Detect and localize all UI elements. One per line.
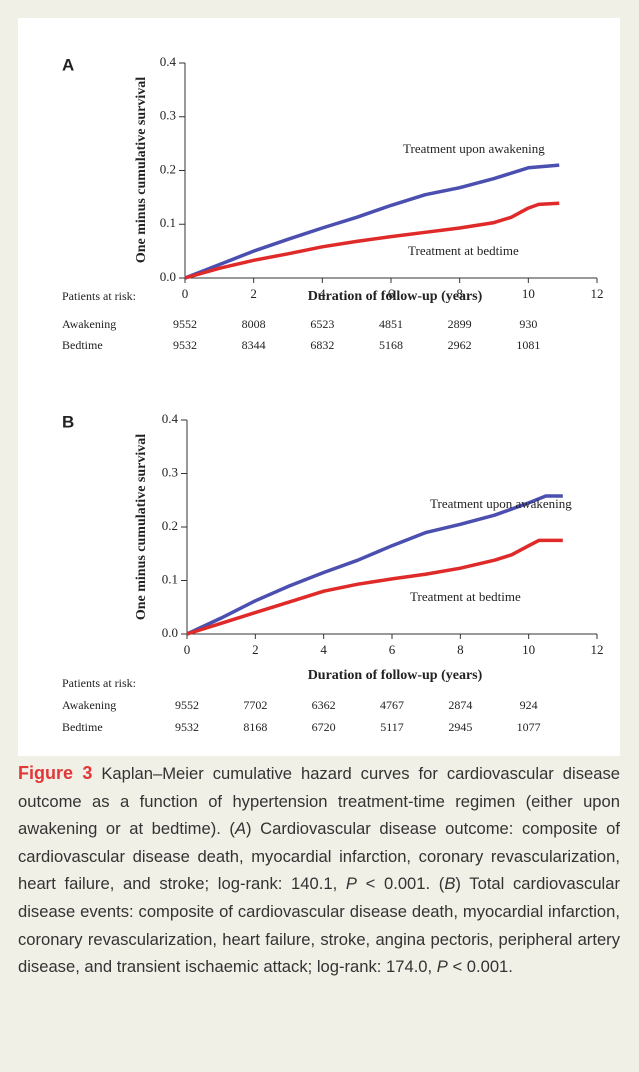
figure-panel [18,18,620,756]
risk-row-label: Bedtime [62,720,103,734]
y-axis-label: One minus cumulative survival [134,434,149,620]
x-tick-label: 8 [456,286,463,301]
series-label: Treatment upon awakening [430,496,572,511]
risk-count: 5117 [380,720,404,734]
y-tick-label: 0.1 [162,571,178,586]
x-tick-label: 2 [250,286,257,301]
series-line [184,163,560,280]
risk-row-label: Awakening [62,317,116,331]
x-tick-label: 12 [591,286,604,301]
series-line [186,494,563,636]
caption-text: B [444,874,456,894]
y-tick-label: 0.3 [162,464,178,479]
y-axis-label: One minus cumulative survival [134,77,149,263]
caption-text: ) Total cardiovascular disease events: c… [18,874,620,977]
x-axis-label: Duration of follow-up (years) [308,668,483,683]
y-tick-label: 0.1 [160,215,176,230]
caption-text: P [436,957,448,977]
x-tick-label: 6 [389,642,396,657]
risk-count: 8344 [242,338,266,352]
x-axis-label: Duration of follow-up (years) [308,289,483,304]
risk-row-label: Bedtime [62,338,103,352]
risk-table-title: Patients at risk: [62,289,136,303]
x-tick-label: 8 [457,642,464,657]
risk-table-title: Patients at risk: [62,676,136,690]
risk-count: 9532 [173,338,197,352]
panel-label: B [62,412,74,431]
caption-text: P [345,874,357,894]
series-label: Treatment at bedtime [408,243,519,258]
charts: A One minus cumulative survival Duration o… [62,54,604,734]
x-tick-label: 10 [522,642,535,657]
risk-count: 5168 [379,338,403,352]
risk-count: 2945 [448,720,472,734]
x-tick-label: 10 [522,286,535,301]
x-tick-label: 12 [591,642,604,657]
risk-count: 2874 [448,698,472,712]
risk-count: 924 [520,698,538,712]
y-tick-label: 0.4 [160,54,177,69]
risk-count: 930 [519,317,537,331]
caption-text: ) Cardiovascular disease outcome: compos… [18,819,620,894]
x-tick-label: 0 [184,642,191,657]
risk-row-label: Awakening [62,698,116,712]
series-line [186,538,563,636]
caption-text: Kaplan–Meier cumulative hazard curves fo… [18,764,620,839]
risk-count: 1081 [516,338,540,352]
caption-text: < 0.001. ( [356,874,445,894]
y-tick-label: 0.4 [162,411,179,426]
risk-count: 2962 [448,338,472,352]
y-tick-label: 0.2 [160,161,176,176]
risk-count: 8008 [242,317,266,331]
series-label: Treatment upon awakening [403,141,545,156]
panel-label: A [62,55,74,74]
x-tick-label: 4 [320,642,327,657]
risk-count: 6720 [312,720,336,734]
risk-count: 4767 [380,698,404,712]
y-tick-label: 0.0 [162,625,178,640]
caption: Figure 3 Kaplan–Meier cumulative hazard … [18,760,620,981]
x-tick-label: 0 [182,286,189,301]
x-tick-label: 4 [319,286,326,301]
series-line [184,201,560,280]
risk-count: 1077 [517,720,541,734]
series-label: Treatment at bedtime [410,589,521,604]
risk-count: 6832 [310,338,334,352]
risk-count: 2899 [448,317,472,331]
figure-label: Figure 3 [18,763,93,783]
x-tick-label: 6 [388,286,395,301]
risk-count: 4851 [379,317,403,331]
risk-count: 7702 [243,698,267,712]
caption-text: A [234,819,247,839]
risk-count: 8168 [243,720,267,734]
risk-count: 9532 [175,720,199,734]
y-tick-label: 0.3 [160,108,176,123]
x-tick-label: 2 [252,642,259,657]
risk-count: 9552 [175,698,199,712]
y-tick-label: 0.2 [162,518,178,533]
caption-text: < 0.001. [447,957,513,977]
risk-count: 6362 [312,698,336,712]
y-tick-label: 0.0 [160,269,176,284]
risk-count: 6523 [310,317,334,331]
risk-count: 9552 [173,317,197,331]
